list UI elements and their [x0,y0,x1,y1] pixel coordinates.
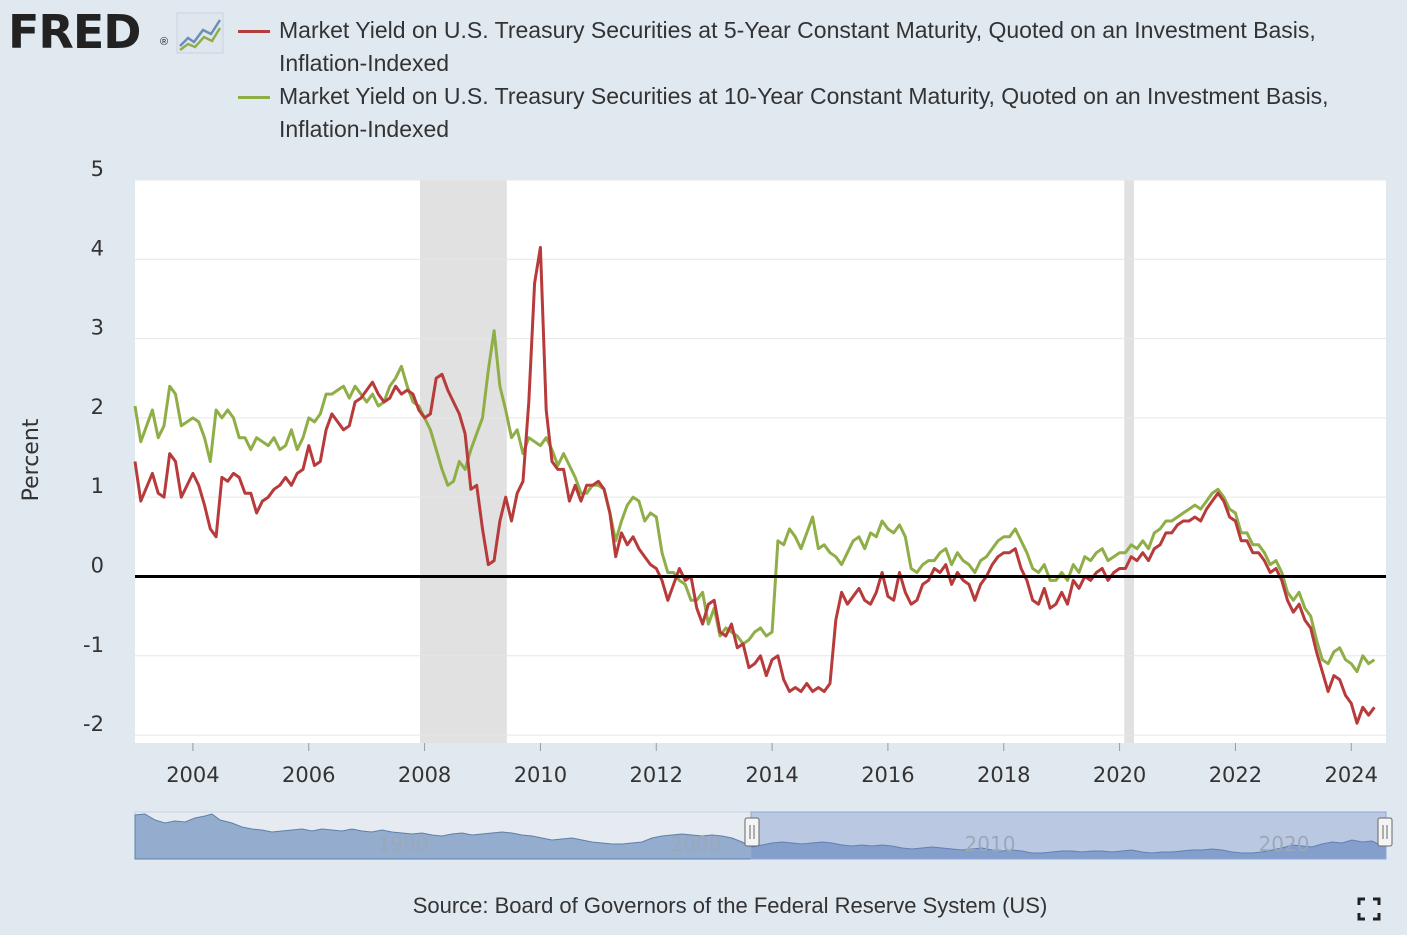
y-tick-label: 5 [91,157,104,181]
recession-band-0 [419,180,507,743]
legend-item-10yr[interactable]: Market Yield on U.S. Treasury Securities… [238,80,1358,146]
navigator-selection[interactable] [750,811,1387,860]
x-tick-label: 2008 [398,763,451,787]
legend-label-10yr: Market Yield on U.S. Treasury Securities… [279,83,1329,142]
navigator-handle-right[interactable] [1377,817,1393,847]
fred-logo[interactable]: FRED ® [8,5,224,59]
navigator-label-2010: 2010 [965,832,1016,856]
x-tick-label: 2012 [630,763,683,787]
navigator-handle-left[interactable] [744,817,760,847]
series-line-10yr[interactable] [133,329,1376,674]
y-tick-label: 0 [91,553,104,577]
x-tick-label: 2024 [1325,763,1378,787]
source-note: Source: Board of Governors of the Federa… [412,893,1048,918]
fred-wordmark: FRED [8,5,141,59]
trend-chart-icon [176,12,224,54]
legend-swatch-5yr [238,30,270,33]
y-tick-label: 1 [91,474,104,498]
legend-item-5yr[interactable]: Market Yield on U.S. Treasury Securities… [238,14,1358,80]
navigator-label-2000: 2000 [671,832,722,856]
x-tick-label: 2004 [166,763,219,787]
x-tick-label: 2010 [514,763,567,787]
y-tick-label: 3 [91,316,104,340]
y-tick-label: -1 [83,633,104,657]
x-tick-label: 2018 [977,763,1030,787]
y-tick-label: 4 [91,236,104,260]
navigator-series [134,813,1387,860]
x-tick-label: 2014 [745,763,798,787]
x-tick-label: 2020 [1093,763,1146,787]
legend-label-5yr: Market Yield on U.S. Treasury Securities… [279,17,1316,76]
y-tick-label: -2 [83,712,104,736]
range-navigator[interactable]: 1990 2000 2010 2020 [134,811,1393,860]
legend-swatch-10yr [238,96,270,99]
fullscreen-icon[interactable] [1357,897,1381,921]
x-tick-label: 2022 [1209,763,1262,787]
x-tick-label: 2016 [861,763,914,787]
registered-mark: ® [160,36,169,48]
y-axis-label: Percent [19,418,44,501]
navigator-label-1990: 1990 [378,832,429,856]
chart-legend: Market Yield on U.S. Treasury Securities… [238,14,1358,146]
navigator-label-2020: 2020 [1259,832,1310,856]
series-line-5yr[interactable] [133,245,1376,725]
y-tick-label: 2 [91,395,104,419]
x-tick-label: 2006 [282,763,335,787]
plot-area [135,180,1386,743]
recession-band-1 [1124,180,1135,743]
